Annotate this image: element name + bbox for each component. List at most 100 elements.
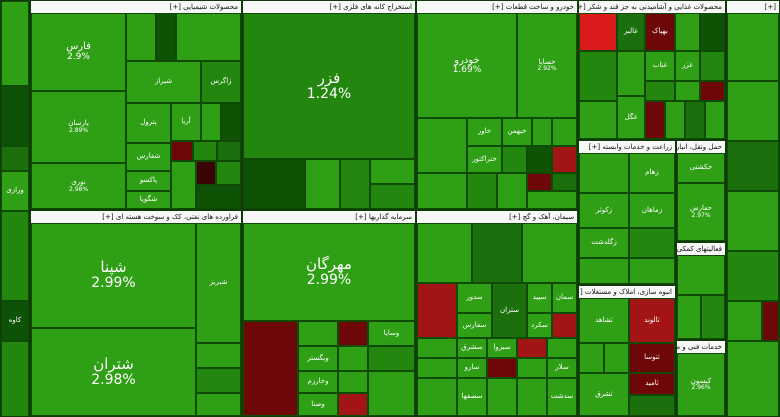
tile-hafarsi[interactable]: حفارس 2.97% — [677, 183, 725, 241]
tile[interactable] — [675, 13, 700, 51]
sector-title[interactable]: سیمان، آهک و گچ [+] — [417, 211, 577, 223]
tile[interactable] — [727, 13, 779, 81]
tile[interactable] — [629, 258, 675, 284]
tile-sshahrood[interactable]: سشرق — [457, 338, 487, 358]
tile[interactable] — [617, 51, 645, 96]
sector-title[interactable]: خودرو و ساخت قطعات [+] — [417, 1, 577, 13]
tile[interactable] — [417, 283, 457, 338]
tile-sfars[interactable]: سفارس — [457, 313, 492, 338]
tile-sepid[interactable]: سپید — [527, 283, 552, 313]
tile[interactable] — [527, 146, 552, 173]
tile[interactable] — [201, 103, 221, 141]
tile[interactable] — [171, 161, 196, 209]
tile[interactable] — [196, 161, 216, 185]
sector-title[interactable]: فراورده های نفتی، کک و سوخت هسته ای [+] — [31, 211, 241, 223]
tile-gnab[interactable]: غناب — [645, 51, 675, 81]
sector-title[interactable]: فعالیتهای کمکی به نهادهای [+] — [677, 243, 725, 255]
sector-title[interactable]: استخراج کانه های فلزی [+] — [243, 1, 415, 13]
tile-shbriz[interactable]: شبریز — [196, 223, 241, 343]
tile[interactable] — [700, 13, 725, 51]
tile-shatran[interactable]: شتران 2.98% — [31, 328, 196, 416]
sector-title[interactable]: زراعت و خدمات وابسته [+] — [579, 141, 675, 153]
tile-farsi[interactable]: فارس 2.9% — [31, 13, 126, 91]
tile-parsan[interactable]: پارسان 2.89% — [31, 91, 126, 163]
tile[interactable] — [1, 341, 29, 416]
tile-tosa[interactable]: ثتوسا — [629, 343, 675, 373]
tile[interactable] — [156, 13, 176, 61]
tile[interactable] — [727, 81, 779, 141]
sector-title[interactable]: انبوه سازی، املاک و مستغلات [+] — [579, 286, 675, 298]
tile[interactable] — [727, 191, 779, 251]
tile[interactable] — [685, 101, 705, 139]
tile[interactable] — [532, 118, 552, 146]
tile[interactable] — [629, 228, 675, 258]
tile-vsina[interactable]: وصنا — [298, 393, 338, 416]
tile[interactable] — [502, 146, 527, 173]
tile-khodro[interactable]: خودرو 1.69% — [417, 13, 517, 118]
tile[interactable] — [727, 341, 779, 416]
tile[interactable] — [552, 146, 577, 173]
tile[interactable] — [579, 343, 604, 373]
tile[interactable] — [527, 191, 577, 209]
tile[interactable] — [579, 101, 617, 139]
tile[interactable] — [298, 321, 338, 346]
tile-bahpak[interactable]: بهپاک — [645, 13, 675, 51]
tile[interactable] — [1, 1, 29, 86]
tile[interactable] — [126, 13, 156, 61]
tile[interactable] — [629, 395, 675, 416]
tile[interactable] — [517, 378, 547, 416]
tile[interactable] — [675, 81, 700, 101]
tile[interactable] — [552, 173, 577, 191]
sector-title[interactable]: محصولات غذایی و آشامیدنی به جز قند و شکر… — [579, 1, 725, 13]
tile[interactable] — [552, 118, 577, 146]
tile-nouri[interactable]: نوری 2.98% — [31, 163, 126, 209]
tile-sesfaha[interactable]: سصفها — [457, 378, 487, 416]
tile[interactable] — [196, 393, 241, 416]
tile[interactable] — [338, 346, 368, 371]
tile[interactable] — [417, 223, 472, 283]
tile-gzar[interactable]: غزر — [675, 51, 700, 81]
tile-zkosar[interactable]: زکوثر — [579, 193, 629, 228]
tile-vkharazm[interactable]: وخارزم — [298, 371, 338, 393]
tile[interactable] — [338, 393, 368, 416]
tile[interactable] — [727, 141, 779, 191]
tile[interactable] — [705, 101, 725, 139]
tile-petrol[interactable]: پترول — [126, 103, 171, 143]
tile[interactable] — [487, 378, 517, 416]
tile[interactable] — [522, 223, 577, 283]
tile-ghgol[interactable]: غگل — [617, 96, 645, 139]
tile[interactable] — [417, 378, 457, 416]
tile[interactable] — [417, 338, 457, 358]
tile-skaroon[interactable]: سکرد — [527, 313, 552, 338]
tile[interactable] — [370, 184, 415, 209]
tile[interactable] — [171, 141, 193, 161]
tile[interactable] — [417, 118, 467, 173]
tile-vasapa[interactable]: وساپا — [368, 321, 415, 346]
tile-khbahman[interactable]: خبهمن — [502, 118, 532, 146]
tile-kave[interactable]: کاوه — [1, 301, 29, 341]
tile[interactable] — [579, 258, 629, 284]
tile[interactable] — [216, 161, 241, 185]
tile[interactable] — [340, 159, 370, 209]
tile[interactable] — [487, 358, 517, 378]
tile[interactable] — [417, 173, 467, 209]
sector-title[interactable]: محصولات شیمیایی [+] — [31, 1, 241, 13]
tile-shkhark[interactable]: شفارس — [126, 143, 171, 171]
tile-kisun[interactable]: کیسون 2.96% — [677, 353, 725, 416]
tile[interactable] — [677, 295, 701, 339]
tile[interactable] — [196, 343, 241, 368]
tile[interactable] — [700, 81, 725, 101]
tile[interactable] — [727, 251, 779, 301]
tile[interactable] — [196, 185, 241, 209]
tile-sdor[interactable]: سدور — [457, 283, 492, 313]
tile[interactable] — [370, 159, 415, 184]
tile-shgeb[interactable]: ثشاهد — [579, 298, 629, 343]
tile-vbank[interactable]: وبگستر — [298, 346, 338, 371]
tile[interactable] — [665, 101, 685, 139]
tile[interactable] — [700, 51, 725, 81]
tile[interactable] — [243, 159, 305, 209]
tile[interactable] — [1, 86, 29, 146]
tile[interactable] — [497, 173, 527, 209]
tile-seman[interactable]: سمان — [552, 283, 577, 313]
sector-title[interactable]: خدمات فنی و مهندسی [+] — [677, 341, 725, 353]
